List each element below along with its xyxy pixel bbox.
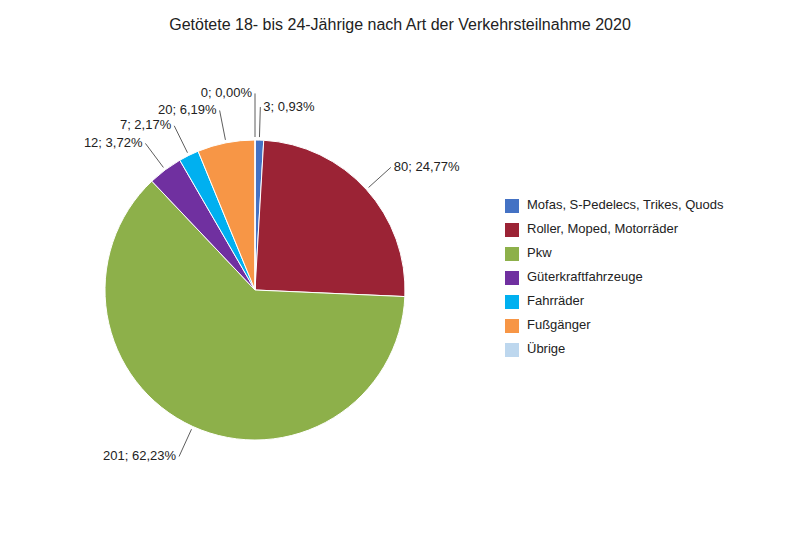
legend-label: Übrige (527, 341, 565, 356)
data-label: 201; 62,23% (103, 448, 176, 463)
leader-line (259, 107, 261, 137)
slice (255, 140, 256, 290)
legend-swatch (505, 247, 519, 261)
data-label: 3; 0,93% (263, 99, 315, 114)
leader-line (174, 126, 187, 153)
leader-line (179, 429, 191, 456)
legend-label: Roller, Moped, Motorräder (527, 221, 679, 236)
legend-item: Pkw (505, 245, 552, 261)
data-label: 12; 3,72% (84, 135, 143, 150)
chart: Getötete 18- bis 24-Jährige nach Art der… (0, 0, 800, 533)
data-label: 7; 2,17% (120, 117, 172, 132)
legend-swatch (505, 271, 519, 285)
legend-item: Übrige (505, 341, 565, 357)
legend-swatch (505, 319, 519, 333)
legend-item: Fußgänger (505, 317, 591, 333)
leader-line (255, 93, 256, 137)
legend-swatch (505, 199, 519, 213)
pie (105, 140, 405, 440)
slice (198, 140, 255, 290)
title: Getötete 18- bis 24-Jährige nach Art der… (169, 16, 631, 33)
legend-label: Pkw (527, 245, 552, 260)
legend-label: Fußgänger (527, 317, 591, 332)
legend-label: Fahrräder (527, 293, 585, 308)
slice (255, 140, 405, 296)
legend-label: Mofas, S-Pedelecs, Trikes, Quods (527, 197, 724, 212)
legend-item: Fahrräder (505, 293, 585, 309)
leader-line (220, 110, 226, 139)
legend-label: Güterkraftfahrzeuge (527, 269, 643, 284)
data-label: 80; 24,77% (394, 159, 460, 174)
leader-line (369, 167, 391, 187)
legend-swatch (505, 223, 519, 237)
data-labels: 3; 0,93% 80; 24,77% 201; 62,23% 12; 3,72% 7;… (84, 85, 460, 463)
legend-swatch (505, 295, 519, 309)
legend-item: Güterkraftfahrzeuge (505, 269, 643, 285)
data-label: 20; 6,19% (158, 102, 217, 117)
leader-line (145, 143, 163, 167)
legend-item: Roller, Moped, Motorräder (505, 221, 679, 237)
legend: Mofas, S-Pedelecs, Trikes, Quods Roller, … (505, 197, 724, 357)
data-label: 0; 0,00% (201, 85, 253, 100)
legend-item: Mofas, S-Pedelecs, Trikes, Quods (505, 197, 724, 213)
legend-swatch (505, 343, 519, 357)
